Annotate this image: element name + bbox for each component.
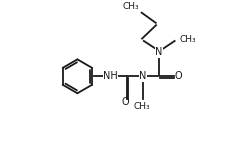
Text: CH₃: CH₃ [134,102,150,111]
Text: N: N [139,71,147,81]
Text: O: O [174,71,182,81]
Text: NH: NH [103,71,118,81]
Text: N: N [155,47,163,57]
Text: CH₃: CH₃ [122,2,139,11]
Text: O: O [121,97,129,107]
Text: CH₃: CH₃ [179,34,196,43]
